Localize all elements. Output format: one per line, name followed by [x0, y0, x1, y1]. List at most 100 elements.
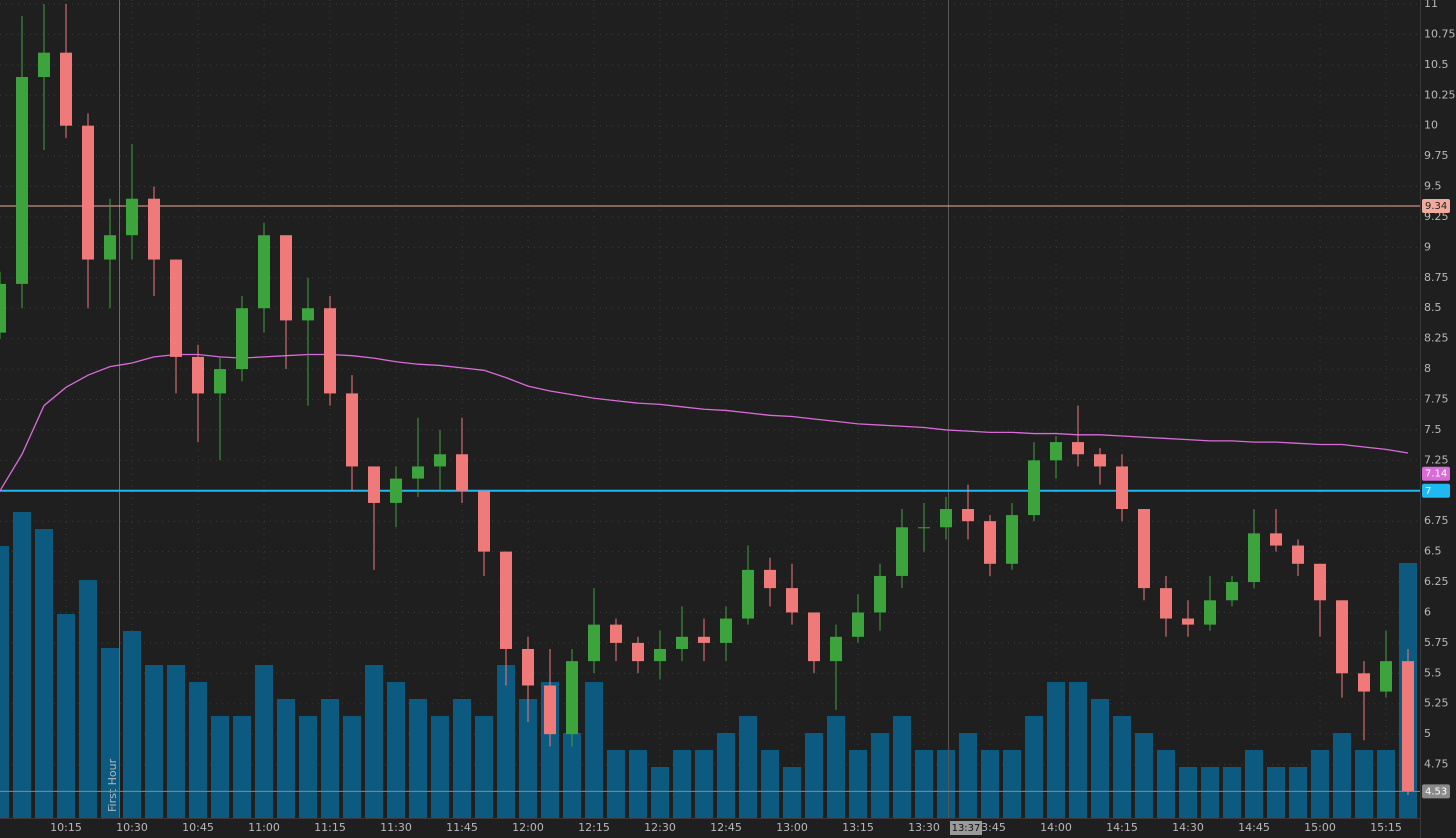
candle-body [236, 308, 248, 370]
volume-bar [453, 699, 471, 818]
candle-body [1226, 582, 1238, 601]
candle-body [1402, 661, 1414, 792]
y-tick-label: 10 [1424, 119, 1438, 132]
x-tick-label: 13:45 [974, 821, 1006, 834]
candle-body [302, 308, 314, 321]
volume-bar [805, 733, 823, 818]
candle-body [1336, 600, 1348, 674]
candle-body [874, 575, 886, 613]
candle-body [16, 77, 28, 284]
candle-body [1182, 618, 1194, 625]
volume-bar [1355, 750, 1373, 818]
candle-body [1006, 515, 1018, 564]
candle-body [0, 283, 6, 333]
candle-body [456, 454, 468, 491]
candle-body [676, 636, 688, 649]
volume-bar [365, 665, 383, 818]
candle-body [1160, 588, 1172, 619]
candle-body [918, 527, 930, 529]
candle-body [390, 478, 402, 503]
volume-bar [783, 767, 801, 818]
y-tick-label: 5.5 [1424, 666, 1442, 679]
y-tick-label: 8 [1424, 362, 1431, 375]
volume-bar [519, 699, 537, 818]
x-tick-label: 10:15 [50, 821, 82, 834]
volume-bar [1289, 767, 1307, 818]
x-tick-label: 11:00 [248, 821, 280, 834]
y-tick-label: 10.25 [1424, 88, 1456, 101]
candle-body [1050, 442, 1062, 461]
volume-bar [1157, 750, 1175, 818]
candle-body [1028, 460, 1040, 516]
volume-bar [1091, 699, 1109, 818]
candle-body [258, 235, 270, 309]
annotation-label: First Hour [106, 758, 119, 812]
y-tick-label: 7.75 [1424, 393, 1449, 406]
candle-body [1358, 673, 1370, 692]
volume-bar [1333, 733, 1351, 818]
volume-bar [981, 750, 999, 818]
y-tick-label: 5.25 [1424, 697, 1449, 710]
candle-body [698, 636, 710, 643]
candle-body [214, 369, 226, 394]
volume-bar [233, 716, 251, 818]
candle-body [654, 648, 666, 662]
candle-body [1072, 442, 1084, 455]
volume-bar [937, 750, 955, 818]
candle-body [148, 198, 160, 260]
price-tag-label: 4.53 [1425, 786, 1447, 797]
volume-bar [1047, 682, 1065, 818]
candle-body [566, 661, 578, 735]
x-tick-label: 13:00 [776, 821, 808, 834]
volume-bar [761, 750, 779, 818]
x-tick-label: 15:15 [1370, 821, 1402, 834]
y-tick-label: 5 [1424, 727, 1431, 740]
candle-body [82, 125, 94, 260]
volume-bar [79, 580, 97, 818]
volume-bar [1069, 682, 1087, 818]
y-tick-label: 4.75 [1424, 758, 1449, 771]
y-tick-label: 9.75 [1424, 149, 1449, 162]
y-tick-label: 10.75 [1424, 27, 1456, 40]
volume-bar [145, 665, 163, 818]
x-tick-label: 13:30 [908, 821, 940, 834]
candle-body [38, 52, 50, 78]
volume-bar [1245, 750, 1263, 818]
x-tick-label: 12:45 [710, 821, 742, 834]
x-tick-label: 14:00 [1040, 821, 1072, 834]
volume-bar [563, 733, 581, 818]
volume-bar [1377, 750, 1395, 818]
candle-body [588, 624, 600, 662]
volume-bar [893, 716, 911, 818]
x-tick-label: 10:45 [182, 821, 214, 834]
candle-body [104, 235, 116, 260]
volume-bar [1311, 750, 1329, 818]
volume-bar [1025, 716, 1043, 818]
y-tick-label: 9 [1424, 240, 1431, 253]
candle-body [412, 466, 424, 479]
candle-body [1094, 454, 1106, 467]
candle-body [522, 648, 534, 686]
candle-body [1138, 509, 1150, 589]
candle-body [962, 509, 974, 522]
candle-body [720, 618, 732, 643]
x-tick-label: 14:15 [1106, 821, 1138, 834]
candle-body [1116, 466, 1128, 510]
candle-body [434, 454, 446, 467]
volume-bar [431, 716, 449, 818]
volume-bar [1223, 767, 1241, 818]
candle-body [170, 259, 182, 357]
volume-bar [497, 665, 515, 818]
candle-body [1204, 600, 1216, 625]
candle-body [368, 466, 380, 503]
volume-bar [277, 699, 295, 818]
candle-body [940, 509, 952, 528]
volume-bar [387, 682, 405, 818]
x-tick-label: 10:30 [116, 821, 148, 834]
cursor-label: 13:37 [952, 823, 981, 834]
volume-bar [629, 750, 647, 818]
y-tick-label: 8.5 [1424, 301, 1442, 314]
volume-bar [299, 716, 317, 818]
volume-bar [1113, 716, 1131, 818]
